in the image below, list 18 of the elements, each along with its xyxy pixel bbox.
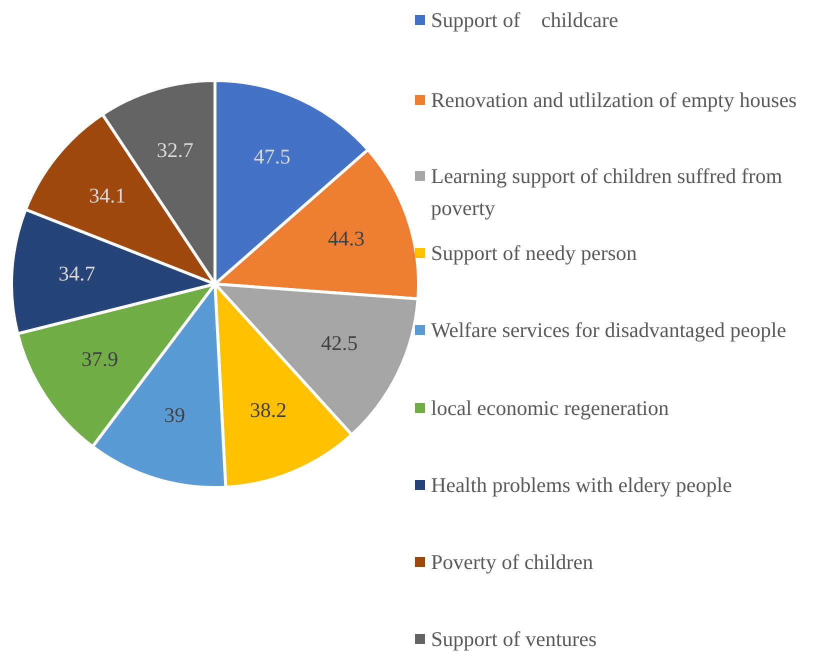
data-label: 38.2	[250, 398, 287, 422]
legend-label: local economic regeneration	[431, 395, 669, 422]
legend-label: Support of ventures	[431, 626, 597, 653]
legend-label: Welfare services for disadvantaged people	[431, 317, 786, 344]
data-label: 32.7	[156, 138, 194, 162]
legend-label: Support of needy person	[431, 240, 637, 267]
legend-label: Renovation and utlilzation of empty houses	[431, 87, 797, 114]
legend-label: Health problems with eldery people	[431, 472, 732, 499]
legend-label: Learning support of children suffred from poverty	[431, 163, 784, 222]
legend-label: Poverty of children	[431, 549, 594, 576]
data-label: 42.5	[321, 331, 358, 356]
data-label: 34.7	[58, 262, 96, 286]
data-label: 47.5	[254, 144, 290, 168]
legend-label: Support of childcare	[431, 7, 618, 34]
data-label: 39	[164, 402, 186, 427]
data-label: 44.3	[328, 226, 365, 251]
data-label: 37.9	[81, 347, 118, 372]
data-label: 34.1	[89, 184, 126, 208]
